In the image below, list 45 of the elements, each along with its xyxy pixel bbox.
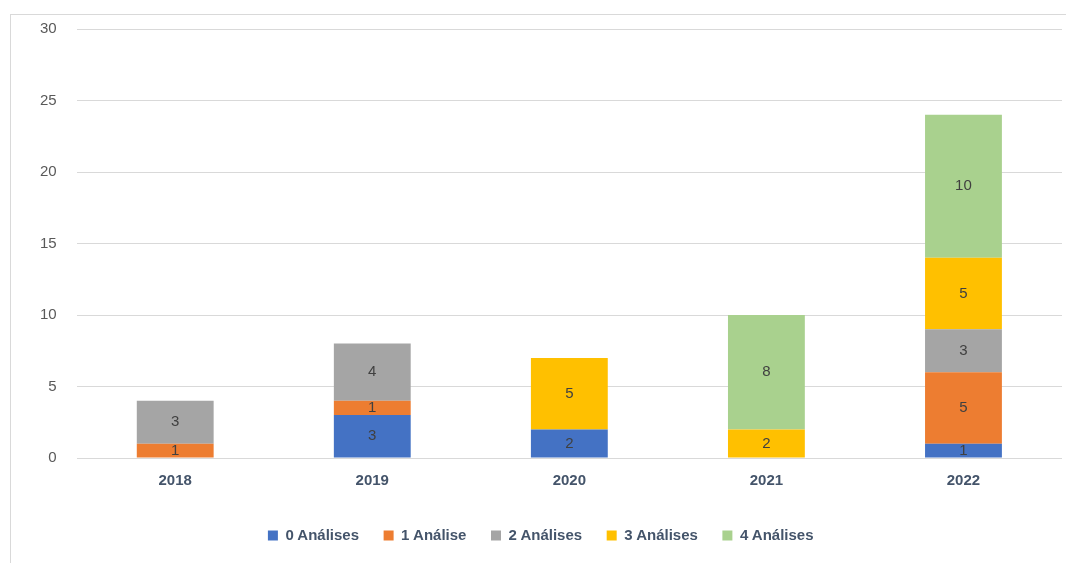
data-label: 8: [762, 362, 771, 380]
legend-label: 3 Análises: [624, 525, 698, 543]
data-label: 1: [368, 398, 377, 416]
bar: [136, 400, 214, 444]
data-label: 5: [565, 383, 574, 401]
x-tick-label: 2018: [158, 471, 192, 489]
y-tick-label: 5: [48, 376, 57, 394]
y-tick-label: 15: [40, 233, 57, 251]
x-tick-label: 2020: [552, 471, 587, 489]
data-label: 1: [959, 440, 968, 458]
bar: [333, 400, 411, 416]
bar: [925, 257, 1002, 330]
y-tick-label: 25: [40, 90, 57, 108]
bar: [925, 329, 1002, 373]
bar: [925, 372, 1002, 444]
x-tick-label: 2022: [946, 471, 981, 489]
data-label: 5: [959, 283, 968, 301]
legend-label: 0 Análises: [285, 525, 360, 543]
y-tick-label: 30: [40, 19, 57, 37]
data-label: 5: [959, 398, 968, 416]
y-tick-label: 10: [40, 305, 57, 323]
bar: [530, 429, 608, 458]
y-tick-label: 20: [40, 162, 57, 180]
legend-label: 2 Análises: [508, 525, 583, 543]
data-label: 1: [171, 440, 180, 458]
data-label: 3: [171, 412, 180, 430]
data-label: 2: [565, 433, 574, 451]
x-tick-label: 2021: [749, 471, 784, 489]
bar: [136, 443, 214, 458]
x-tick-label: 2019: [355, 471, 389, 489]
data-label: 3: [959, 340, 968, 358]
bar: [727, 315, 805, 430]
data-label: 3: [368, 426, 377, 444]
data-label: 4: [368, 362, 377, 380]
data-label: 10: [955, 176, 972, 194]
legend-label: 4 Análises: [739, 525, 814, 543]
bar: [925, 114, 1002, 258]
data-label: 2: [762, 433, 771, 451]
bar: [925, 443, 1002, 458]
bar: [333, 343, 411, 401]
bar: [333, 415, 411, 458]
bar: [727, 429, 805, 458]
legend-label: 1 Análise: [401, 525, 467, 543]
bar: [530, 357, 608, 430]
y-tick-label: 0: [48, 448, 57, 466]
